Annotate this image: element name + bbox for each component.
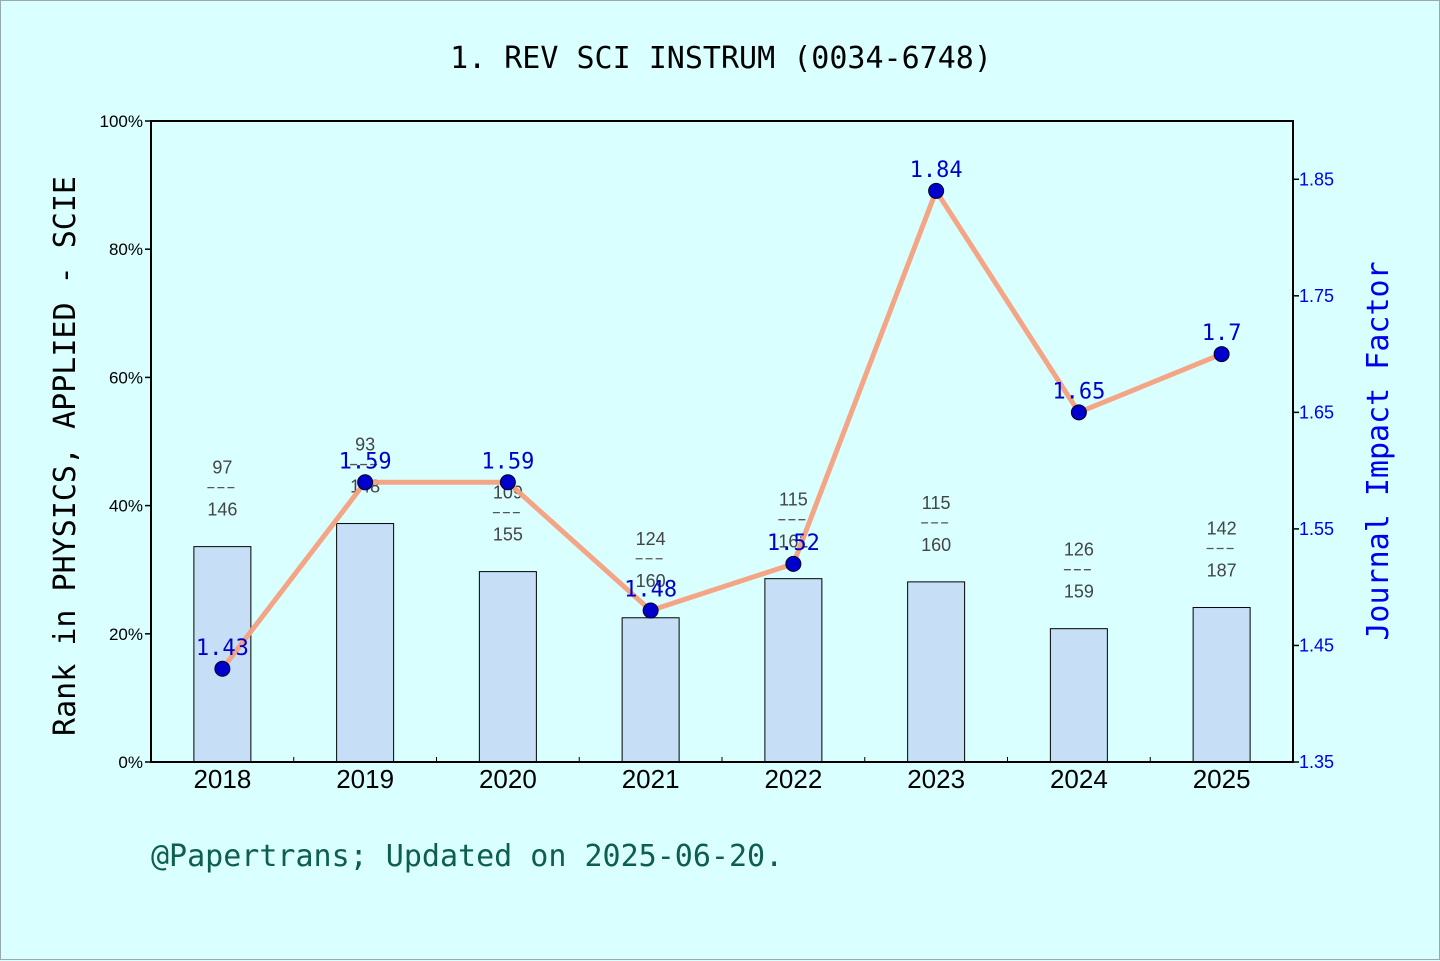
left-axis: 0% 20% 40% 60% 80% 100%: [100, 112, 151, 772]
right-tick-label: 1.35: [1299, 752, 1334, 772]
bar-2025: [1192, 607, 1251, 763]
x-tick-label-2024: 2024: [1050, 764, 1108, 794]
right-tick-label: 1.85: [1299, 169, 1334, 189]
if-point-2024: [1070, 404, 1087, 421]
left-tick-label: 100%: [100, 112, 143, 131]
if-point-2023: [928, 182, 945, 199]
if-point-2018: [214, 660, 231, 677]
if-label-2025: 1.7: [1202, 321, 1242, 346]
right-tick-label: 1.45: [1299, 635, 1334, 655]
rank-denominator-2020: 155: [493, 525, 523, 545]
impact-factor-line: [220, 188, 1223, 671]
if-point-2021: [642, 602, 659, 619]
rank-denominator-2024: 159: [1064, 582, 1094, 602]
left-tick-label: 0%: [118, 753, 143, 772]
bars-group: [193, 523, 1251, 763]
if-point-2019: [357, 474, 374, 491]
bar-2021: [621, 617, 680, 763]
rank-numerator-2025: 142: [1207, 519, 1237, 539]
right-tick-label: 1.65: [1299, 402, 1334, 422]
bar-2023: [907, 581, 966, 763]
y-axis-label-right: Journal Impact Factor: [1361, 261, 1396, 640]
if-label-2019: 1.59: [339, 449, 392, 474]
rank-numerator-2019: 93: [355, 435, 375, 455]
if-labels-group: 1.43 1.59 1.59 1.48 1.52 1.84 1.65 1.7: [196, 158, 1242, 661]
x-axis: 2018 2019 2020 2021 2022 2023 2024 2025: [193, 757, 1251, 794]
rank-denominator-2018: 146: [207, 500, 237, 520]
plot-frame: [150, 120, 1294, 763]
left-tick-label: 60%: [109, 368, 143, 387]
x-tick-label-2025: 2025: [1193, 764, 1251, 794]
x-tick-label-2018: 2018: [193, 764, 251, 794]
right-tick-label: 1.75: [1299, 286, 1334, 306]
rank-numerator-2018: 97: [212, 458, 232, 478]
x-tick-label-2021: 2021: [622, 764, 680, 794]
if-label-2020: 1.59: [481, 449, 534, 474]
y-axis-label-left: Rank in PHYSICS, APPLIED - SCIE: [48, 176, 83, 736]
right-axis: 1.35 1.45 1.55 1.65 1.75 1.85: [1293, 169, 1334, 772]
x-tick-label-2022: 2022: [764, 764, 822, 794]
if-label-2021: 1.48: [624, 577, 677, 602]
left-tick-label: 20%: [109, 625, 143, 644]
if-point-2025: [1213, 346, 1230, 363]
if-label-2022: 1.52: [767, 531, 820, 556]
footer-note: @Papertrans; Updated on 2025-06-20.: [151, 839, 783, 874]
rank-numerator-2021: 124: [636, 529, 666, 549]
bar-2019: [336, 523, 395, 763]
right-tick-label: 1.55: [1299, 519, 1334, 539]
if-label-2023: 1.84: [910, 158, 963, 183]
left-tick-label: 40%: [109, 497, 143, 516]
if-point-2020: [499, 474, 516, 491]
chart-title: 1. REV SCI INSTRUM (0034-6748): [450, 41, 992, 76]
x-tick-label-2023: 2023: [907, 764, 965, 794]
bar-2022: [764, 578, 823, 763]
rank-denominator-2021: 160: [636, 571, 666, 591]
if-label-2024: 1.65: [1052, 379, 1105, 404]
left-tick-label: 80%: [109, 240, 143, 259]
rank-denominator-2023: 160: [921, 535, 951, 555]
if-point-2022: [785, 555, 802, 572]
x-tick-label-2020: 2020: [479, 764, 537, 794]
bar-2018: [193, 546, 252, 763]
if-label-2018: 1.43: [196, 636, 249, 661]
x-tick-label-2019: 2019: [336, 764, 394, 794]
bar-2024: [1049, 628, 1108, 763]
rank-numerator-2022: 115: [779, 490, 808, 510]
rank-numerator-2023: 115: [922, 493, 951, 513]
bar-2020: [478, 571, 537, 763]
line-group: [214, 182, 1230, 677]
rank-numerator-2024: 126: [1064, 540, 1094, 560]
rank-denominator-2025: 187: [1207, 561, 1237, 581]
